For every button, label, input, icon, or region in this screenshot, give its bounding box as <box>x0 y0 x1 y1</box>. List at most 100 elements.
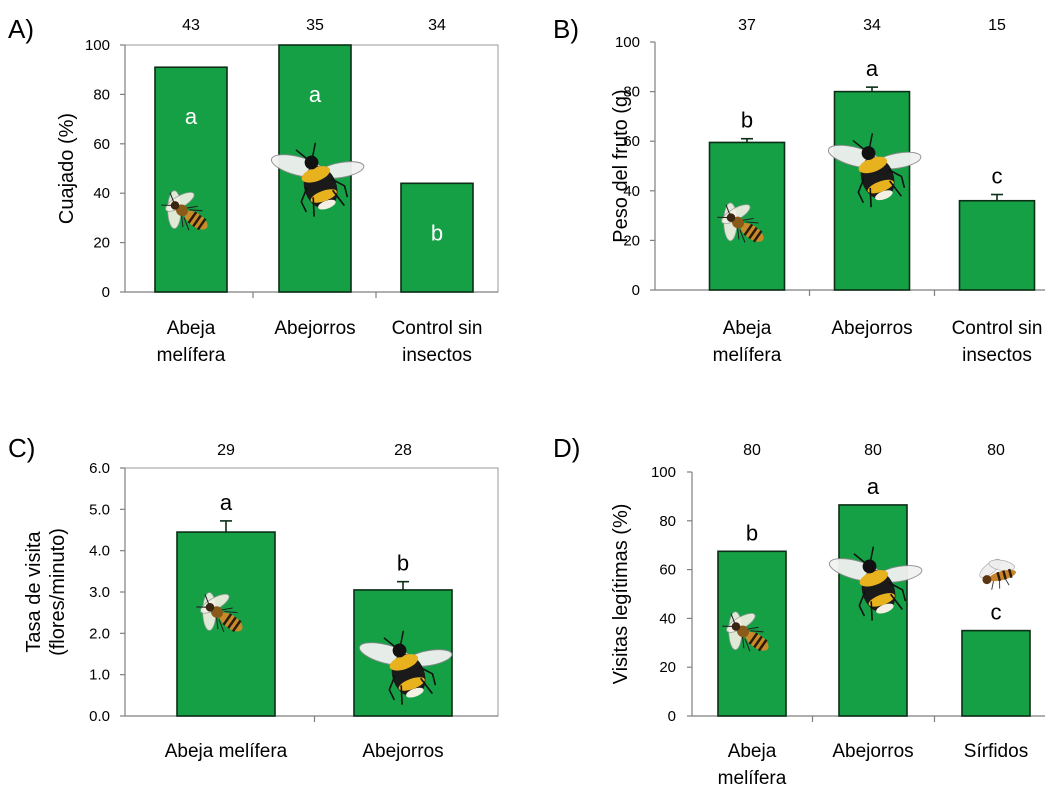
y-axis-label-line: Visitas legítimas (%) <box>610 504 632 685</box>
bee-antenna <box>717 204 731 219</box>
bee-antenna <box>722 613 736 627</box>
bumblebee-icon <box>827 133 922 208</box>
bee-stripe <box>227 616 237 629</box>
y-axis-label-line: Cuajado (%) <box>56 113 78 224</box>
bumblebee-band <box>859 570 889 587</box>
hoverfly-stripe <box>1002 570 1007 580</box>
y-tick-label: 100 <box>615 34 640 51</box>
bumblebee-tail <box>318 199 336 210</box>
panel-letter: D) <box>553 433 580 463</box>
x-category-label: Abejorros <box>362 741 443 762</box>
y-tick-label: 20 <box>93 235 110 252</box>
bee-legs <box>737 217 759 243</box>
bumblebee-legs <box>858 581 907 621</box>
x-category-label: Control sin <box>952 318 1043 339</box>
significance-letter: a <box>185 104 198 129</box>
hoverfly-head <box>982 575 992 585</box>
sample-size-label: 28 <box>394 442 412 459</box>
bumblebee-head <box>304 155 319 170</box>
bumblebee-band <box>868 593 895 607</box>
bee-antenna <box>196 594 210 608</box>
x-category-label: Abeja <box>728 741 777 762</box>
x-category-label: Abejorros <box>274 318 355 339</box>
y-axis-label: Cuajado (%) <box>56 113 78 224</box>
bee-stripe <box>231 619 242 633</box>
y-tick-label: 20 <box>659 659 676 676</box>
panel-letter: C) <box>8 433 35 463</box>
sample-size-label: 80 <box>864 442 882 459</box>
honeybee-icon <box>722 611 769 652</box>
sample-size-label: 80 <box>987 442 1005 459</box>
bee-stripe <box>187 211 198 224</box>
sample-size-label: 34 <box>428 17 446 34</box>
significance-letter: b <box>431 220 443 245</box>
bumblebee-band <box>867 179 894 194</box>
y-tick-label: 6.0 <box>89 460 110 477</box>
chart-panel-b: B) 0 20 40 60 80 100 Peso del fruto (g) b 37 Abeja… <box>553 14 1045 366</box>
y-tick-label: 100 <box>85 37 110 54</box>
honeybee-icon <box>717 202 764 243</box>
hoverfly-icon <box>979 558 1016 590</box>
hoverfly-legs <box>991 578 1010 590</box>
bar <box>838 504 908 717</box>
significance-letter: c <box>991 600 1002 625</box>
bee-thorax <box>731 216 745 229</box>
bee-stripe <box>757 639 768 652</box>
bee-head <box>731 622 741 631</box>
x-category-label: Sírfidos <box>964 741 1028 762</box>
y-tick-label: 0 <box>632 282 640 299</box>
bar <box>708 141 786 291</box>
y-tick-label: 80 <box>93 86 110 103</box>
bar <box>958 199 1036 291</box>
bee-head <box>205 602 215 612</box>
bumblebee-legs <box>300 177 349 217</box>
y-tick-label: 0 <box>668 708 676 725</box>
y-axis-label-line: Peso del fruto (g) <box>610 89 632 242</box>
bee-head <box>170 201 180 210</box>
bumblebee-band <box>301 166 331 183</box>
x-category-label: insectos <box>402 345 472 366</box>
bumblebee-head <box>861 146 876 160</box>
y-axis-label: Tasa de visita (flores/minuto) <box>23 528 69 656</box>
y-tick-label: 3.0 <box>89 584 110 601</box>
x-category-label: Abejorros <box>832 741 913 762</box>
bumblebee-icon <box>828 546 923 621</box>
y-tick-label: 40 <box>659 610 676 627</box>
bee-stripe <box>192 214 202 227</box>
y-tick-label: 80 <box>623 84 640 101</box>
y-axis-label: Peso del fruto (g) <box>610 89 632 242</box>
bumblebee-antenna <box>853 546 875 563</box>
x-category-label: Abejorros <box>831 318 912 339</box>
y-axis-label-line: Tasa de visita <box>23 531 45 653</box>
bumblebee-icon <box>358 630 453 705</box>
panel-letter: B) <box>553 14 579 44</box>
bar <box>154 66 228 293</box>
panel-letter: A) <box>8 14 34 44</box>
y-tick-label: 100 <box>651 464 676 481</box>
bee-stripe <box>753 635 763 649</box>
y-tick-label: 0 <box>102 284 110 301</box>
x-category-label: Control sin <box>392 318 483 339</box>
sample-size-label: 29 <box>217 442 235 459</box>
x-category-label: Abeja <box>723 318 772 339</box>
bumblebee-antenna <box>852 133 874 150</box>
hoverfly-stripe <box>1007 568 1013 579</box>
bee-stripe <box>748 226 758 240</box>
bee-stripe <box>196 217 207 231</box>
bee-legs <box>181 205 203 231</box>
bumblebee-band <box>389 654 419 671</box>
significance-letter: c <box>992 164 1003 189</box>
honeybee-icon <box>161 190 208 231</box>
bumblebee-tail <box>875 190 893 201</box>
chart-panel-d: D) 0 20 40 60 80 100 Visitas legítimas (%) b 80 Ab… <box>553 433 1045 786</box>
y-axis-label: Visitas legítimas (%) <box>610 504 632 685</box>
y-tick-label: 60 <box>659 562 676 579</box>
y-tick-label: 60 <box>93 136 110 153</box>
y-tick-label: 80 <box>659 513 676 530</box>
bumblebee-band <box>858 156 888 174</box>
y-tick-label: 20 <box>623 232 640 249</box>
bumblebee-tail <box>406 687 424 698</box>
chart-panel-a: A) 0 20 40 60 80 100 Cuajado (%) a 43 Abeja melífer… <box>8 14 499 366</box>
significance-letter: b <box>741 108 753 133</box>
